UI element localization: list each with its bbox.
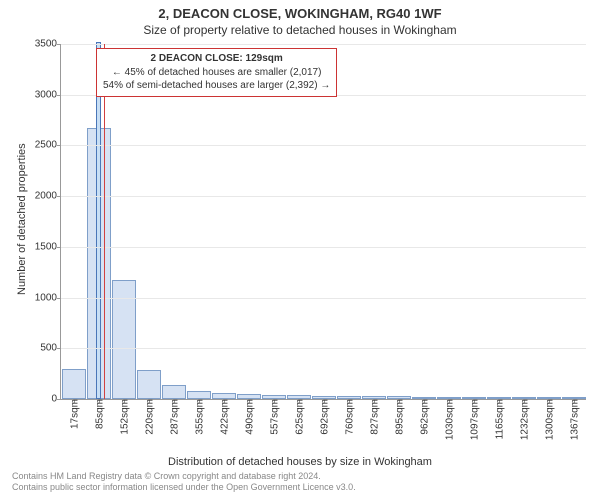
x-tick-label: 355sqm xyxy=(192,399,205,435)
y-tick-label: 1500 xyxy=(35,241,61,252)
y-tick-label: 1000 xyxy=(35,292,61,303)
x-tick-label: 490sqm xyxy=(242,399,255,435)
x-tick-label: 1367sqm xyxy=(567,399,580,440)
bar-slot: 962sqm xyxy=(411,44,436,399)
footer-attribution: Contains HM Land Registry data © Crown c… xyxy=(12,471,356,494)
footer-line-2: Contains public sector information licen… xyxy=(12,482,356,494)
x-tick-label: 962sqm xyxy=(417,399,430,435)
gridline xyxy=(61,298,586,299)
x-tick-label: 895sqm xyxy=(392,399,405,435)
bar-slot: 625sqm xyxy=(286,44,311,399)
y-tick-label: 500 xyxy=(40,343,61,354)
y-axis-label: Number of detached properties xyxy=(16,143,28,295)
histogram-bar xyxy=(162,385,186,399)
chart-container: { "header": { "title": "2, DEACON CLOSE,… xyxy=(0,0,600,500)
x-tick-label: 17sqm xyxy=(67,399,80,429)
histogram-bar xyxy=(187,391,211,399)
x-tick-label: 1030sqm xyxy=(442,399,455,440)
x-tick-label: 557sqm xyxy=(267,399,280,435)
histogram-bar xyxy=(62,369,86,399)
bar-slot: 422sqm xyxy=(211,44,236,399)
gridline xyxy=(61,247,586,248)
bar-group: 17sqm85sqm152sqm220sqm287sqm355sqm422sqm… xyxy=(61,44,586,399)
bar-slot: 1165sqm xyxy=(486,44,511,399)
bar-slot: 1030sqm xyxy=(436,44,461,399)
x-axis-label: Distribution of detached houses by size … xyxy=(0,456,600,468)
bar-slot: 827sqm xyxy=(361,44,386,399)
page-title: 2, DEACON CLOSE, WOKINGHAM, RG40 1WF xyxy=(0,0,600,21)
bar-slot: 152sqm xyxy=(111,44,136,399)
footer-line-1: Contains HM Land Registry data © Crown c… xyxy=(12,471,356,483)
bar-slot: 490sqm xyxy=(236,44,261,399)
bar-slot: 85sqm xyxy=(86,44,111,399)
bar-slot: 220sqm xyxy=(136,44,161,399)
property-marker-line xyxy=(104,44,105,399)
histogram-plot: 17sqm85sqm152sqm220sqm287sqm355sqm422sqm… xyxy=(60,44,586,400)
bar-slot: 557sqm xyxy=(261,44,286,399)
x-tick-label: 220sqm xyxy=(142,399,155,435)
callout-line-2: ← 45% of detached houses are smaller (2,… xyxy=(103,66,330,80)
gridline xyxy=(61,44,586,45)
x-tick-label: 1165sqm xyxy=(492,399,505,439)
y-tick-label: 3500 xyxy=(35,39,61,50)
x-tick-label: 1097sqm xyxy=(467,399,480,440)
bar-slot: 1300sqm xyxy=(536,44,561,399)
histogram-bar xyxy=(137,370,161,399)
bar-slot: 355sqm xyxy=(186,44,211,399)
bar-slot: 287sqm xyxy=(161,44,186,399)
x-tick-label: 287sqm xyxy=(167,399,180,435)
bar-slot: 895sqm xyxy=(386,44,411,399)
callout-line-3: 54% of semi-detached houses are larger (… xyxy=(103,79,330,93)
y-tick-label: 0 xyxy=(51,394,61,405)
x-tick-label: 1300sqm xyxy=(542,399,555,440)
bar-slot: 692sqm xyxy=(311,44,336,399)
x-tick-label: 85sqm xyxy=(92,399,105,429)
bar-slot: 1097sqm xyxy=(461,44,486,399)
callout-box: 2 DEACON CLOSE: 129sqm ← 45% of detached… xyxy=(96,48,337,97)
x-tick-label: 422sqm xyxy=(217,399,230,435)
x-tick-label: 1232sqm xyxy=(517,399,530,440)
gridline xyxy=(61,145,586,146)
gridline xyxy=(61,196,586,197)
x-tick-label: 827sqm xyxy=(367,399,380,435)
bar-slot: 1232sqm xyxy=(511,44,536,399)
x-tick-label: 625sqm xyxy=(292,399,305,435)
callout-line-1: 2 DEACON CLOSE: 129sqm xyxy=(103,52,330,66)
page-subtitle: Size of property relative to detached ho… xyxy=(0,21,600,41)
gridline xyxy=(61,348,586,349)
x-tick-label: 760sqm xyxy=(342,399,355,435)
y-tick-label: 2500 xyxy=(35,140,61,151)
x-tick-label: 152sqm xyxy=(117,399,130,435)
bar-slot: 760sqm xyxy=(336,44,361,399)
bar-slot: 17sqm xyxy=(61,44,86,399)
y-tick-label: 3000 xyxy=(35,89,61,100)
bar-slot: 1367sqm xyxy=(561,44,586,399)
x-tick-label: 692sqm xyxy=(317,399,330,435)
y-tick-label: 2000 xyxy=(35,191,61,202)
